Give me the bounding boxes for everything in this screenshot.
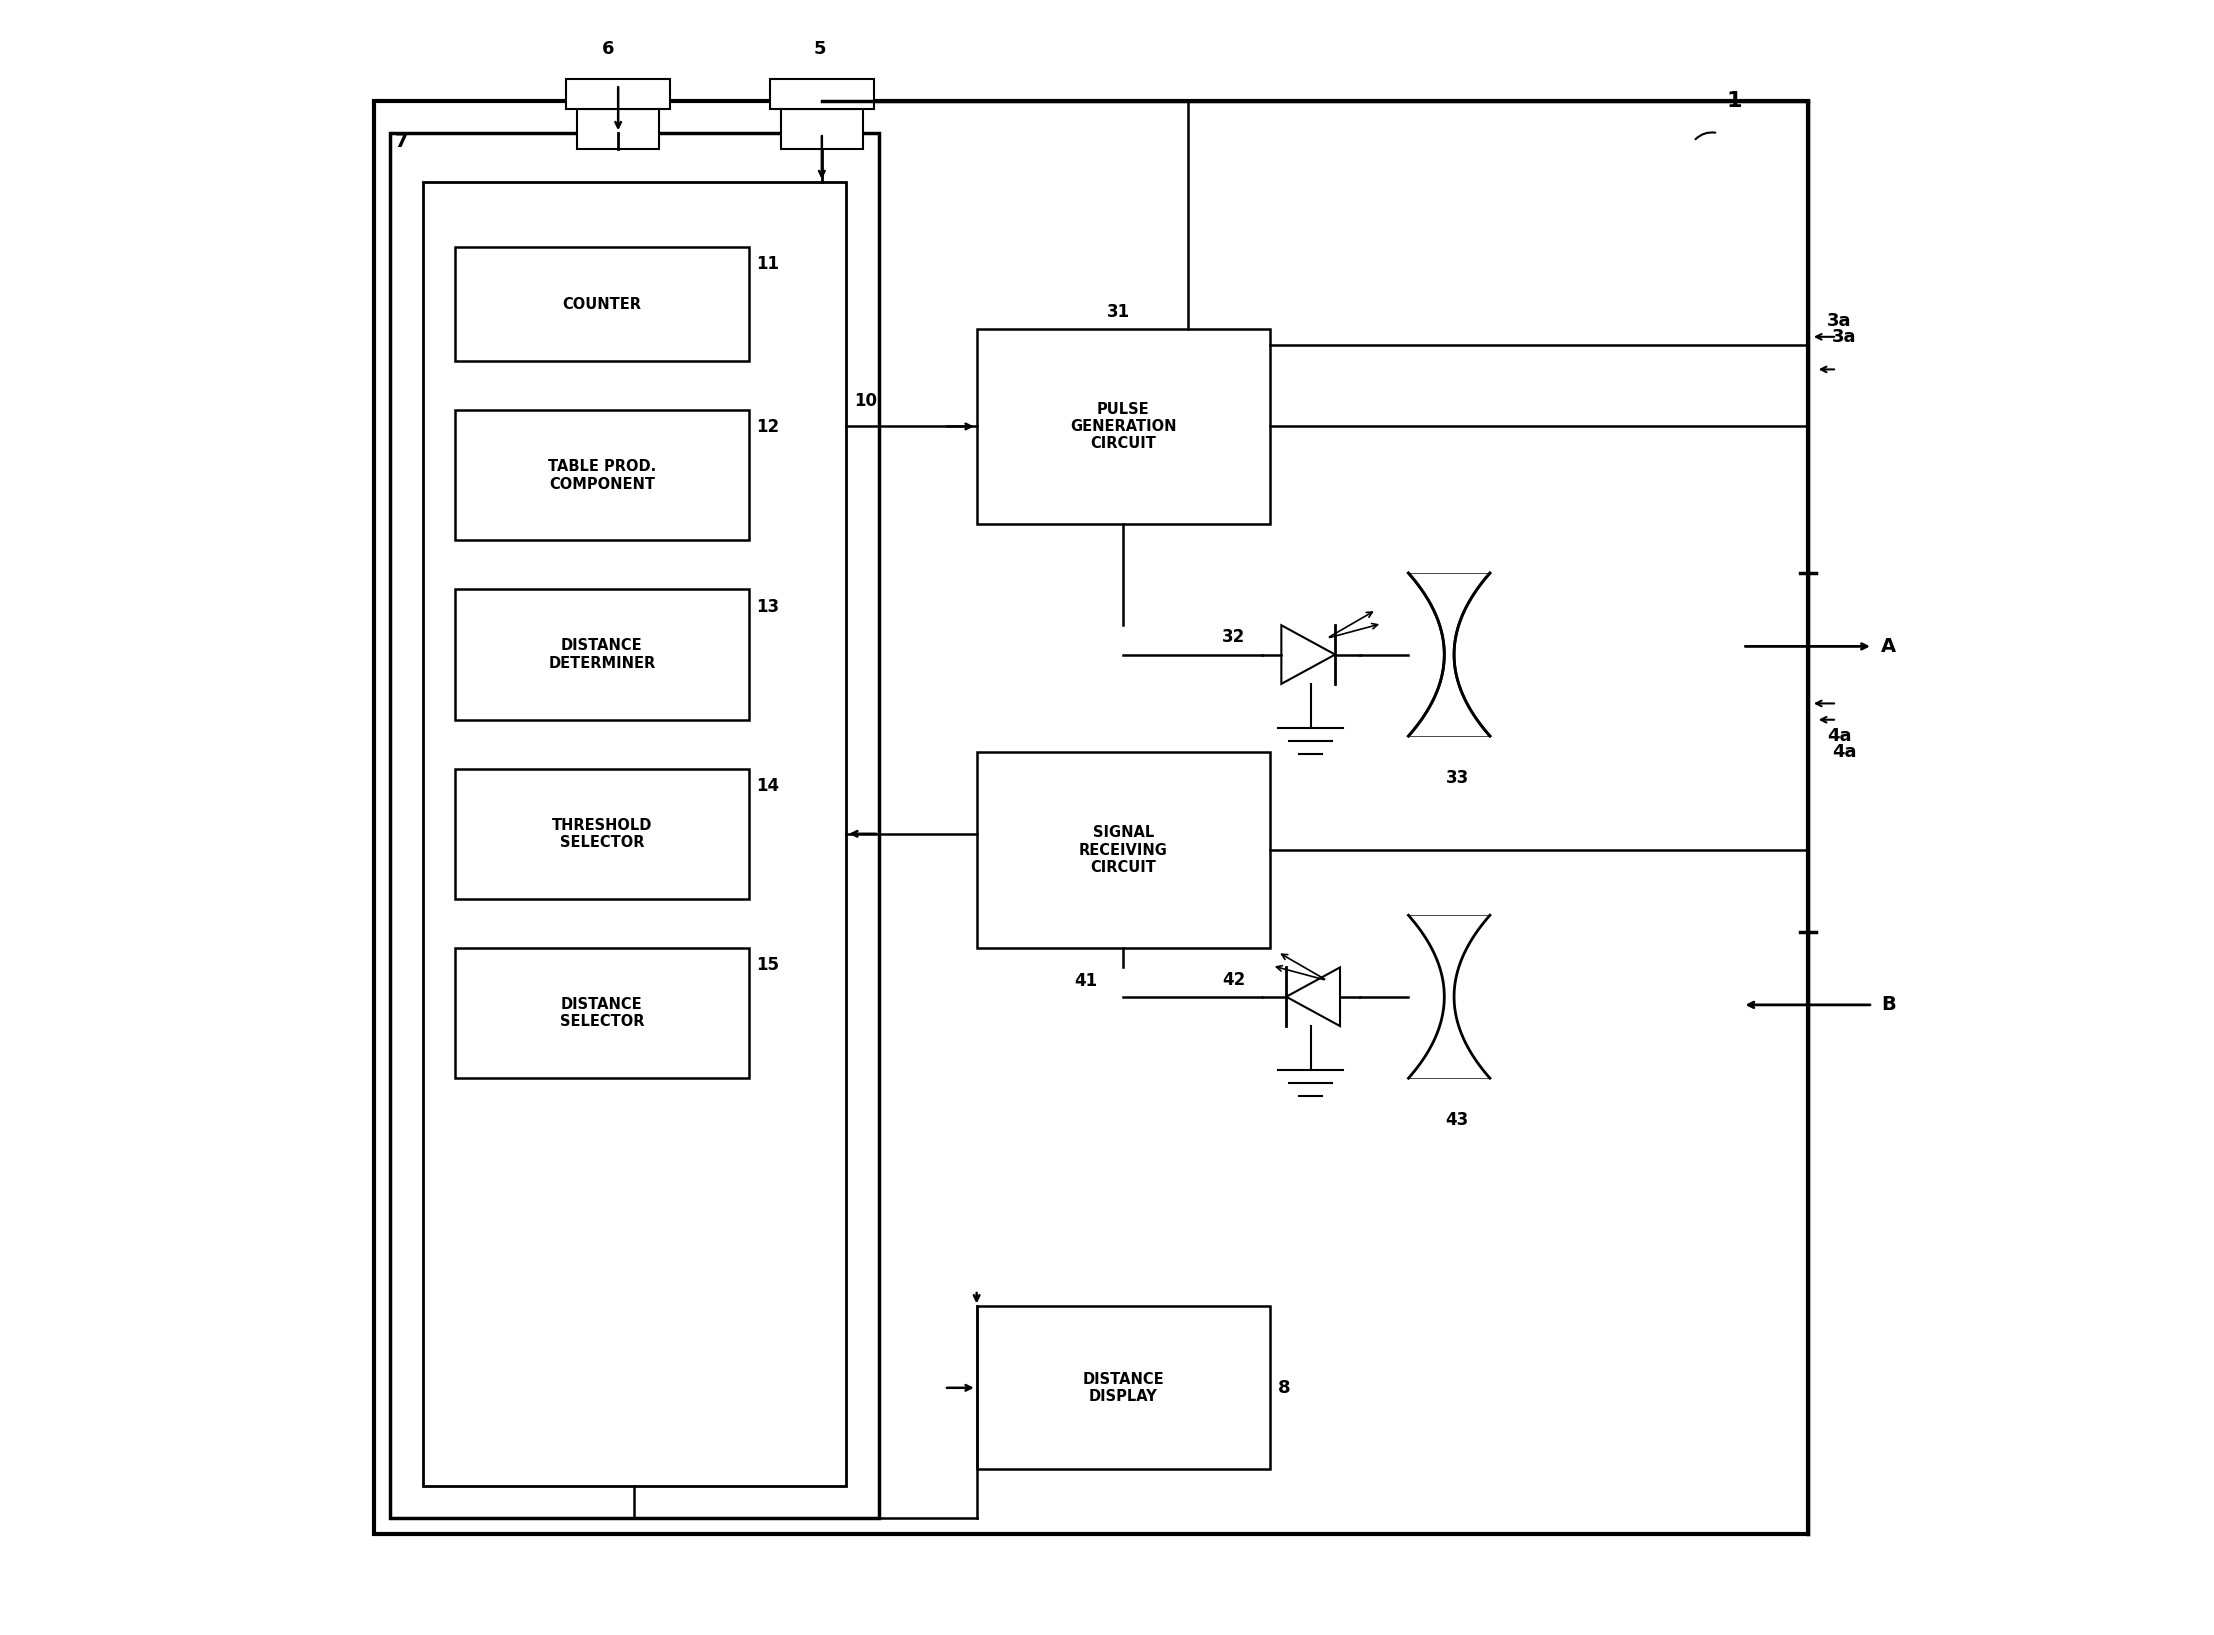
- Text: 41: 41: [1074, 973, 1098, 991]
- Polygon shape: [1286, 968, 1339, 1027]
- Text: TABLE PROD.
COMPONENT: TABLE PROD. COMPONENT: [547, 459, 655, 492]
- Bar: [374, 100, 1807, 1535]
- Bar: [976, 329, 1271, 525]
- Bar: [456, 410, 748, 541]
- Text: 11: 11: [757, 255, 779, 273]
- Text: PULSE
GENERATION
CIRCUIT: PULSE GENERATION CIRCUIT: [1069, 402, 1176, 451]
- Text: SIGNAL
RECEIVING
CIRCUIT: SIGNAL RECEIVING CIRCUIT: [1078, 826, 1167, 875]
- Text: 4a: 4a: [1827, 728, 1851, 746]
- Text: 32: 32: [1222, 628, 1246, 646]
- Text: DISTANCE
SELECTOR: DISTANCE SELECTOR: [560, 997, 644, 1030]
- Bar: [578, 108, 660, 149]
- Bar: [456, 589, 748, 719]
- Text: 4a: 4a: [1833, 744, 1858, 762]
- Text: 5: 5: [815, 41, 826, 59]
- Text: 13: 13: [757, 597, 779, 615]
- Text: COUNTER: COUNTER: [562, 296, 642, 312]
- Text: 8: 8: [1277, 1378, 1291, 1396]
- Text: 15: 15: [757, 956, 779, 974]
- Text: 7: 7: [394, 132, 407, 150]
- Text: 33: 33: [1446, 768, 1468, 786]
- Polygon shape: [1282, 625, 1335, 683]
- Text: 3a: 3a: [1827, 312, 1851, 330]
- Text: 1: 1: [1727, 90, 1742, 111]
- Text: DISTANCE
DETERMINER: DISTANCE DETERMINER: [549, 638, 655, 670]
- Text: B: B: [1882, 996, 1895, 1014]
- Text: 12: 12: [757, 419, 779, 437]
- Bar: [976, 1306, 1271, 1470]
- Text: 43: 43: [1446, 1110, 1468, 1128]
- Bar: [770, 80, 875, 108]
- Bar: [390, 132, 879, 1519]
- Text: 3a: 3a: [1833, 327, 1858, 347]
- Bar: [456, 247, 748, 361]
- Bar: [456, 768, 748, 899]
- Text: DISTANCE
DISPLAY: DISTANCE DISPLAY: [1083, 1372, 1165, 1404]
- Bar: [976, 752, 1271, 948]
- Text: THRESHOLD
SELECTOR: THRESHOLD SELECTOR: [551, 818, 653, 850]
- Text: 42: 42: [1222, 971, 1246, 989]
- Text: 10: 10: [855, 392, 877, 410]
- Bar: [456, 948, 748, 1077]
- Text: 6: 6: [602, 41, 613, 59]
- Bar: [782, 108, 863, 149]
- Text: 31: 31: [1107, 302, 1129, 320]
- Bar: [567, 80, 671, 108]
- Bar: [423, 181, 846, 1486]
- Text: 14: 14: [757, 777, 779, 795]
- Text: A: A: [1882, 638, 1895, 656]
